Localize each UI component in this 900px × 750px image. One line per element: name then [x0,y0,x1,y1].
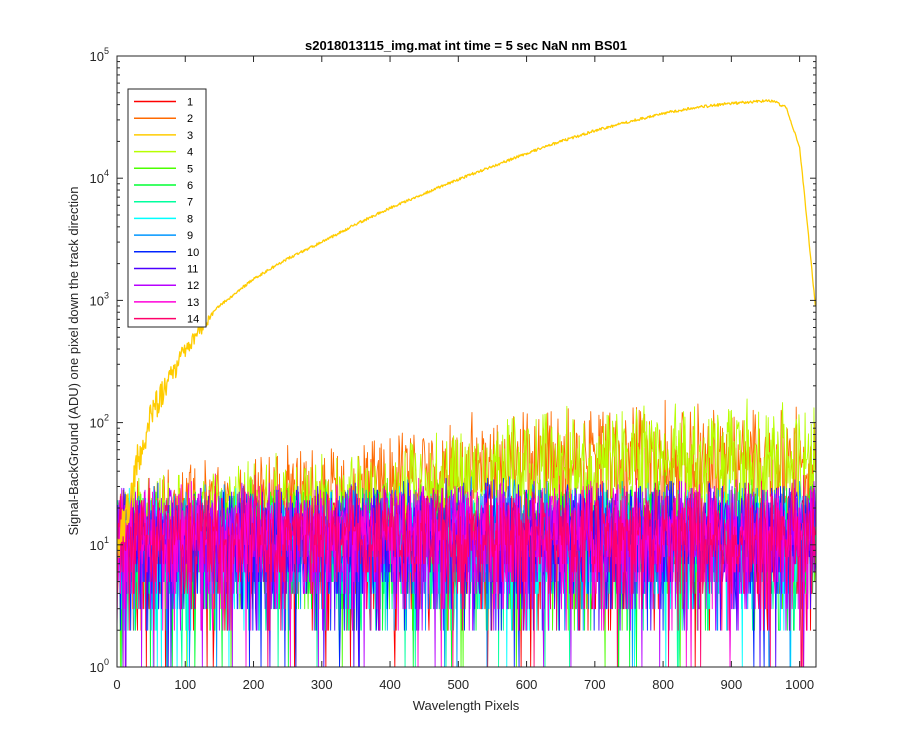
tick-layer: 0 100 200 300 400 500 600 700 800 900 100010010110… [90,46,816,692]
x-tick-label: 700 [584,677,606,692]
legend-item-14: 14 [134,314,199,326]
legend-item-5: 5 [134,163,193,175]
y-tick-label: 100 [90,657,109,675]
y-tick-label: 104 [90,168,109,186]
series-line-3 [117,99,816,559]
legend-label: 6 [187,180,193,192]
x-tick-label: 600 [516,677,538,692]
plot-box [116,55,817,668]
legend-label: 11 [187,264,198,276]
legend-item-10: 10 [134,247,199,259]
x-axis-label: Wavelength Pixels [413,698,520,713]
legend-box [127,88,207,328]
legend-item-8: 8 [134,213,193,225]
legend-label: 8 [187,213,193,225]
legend-item-9: 9 [134,230,193,242]
legend-label: 1 [187,97,193,109]
legend-label: 12 [187,280,199,292]
x-tick-label: 0 [113,677,120,692]
legend-label: 14 [187,314,199,326]
y-tick-label: 102 [90,413,109,431]
legend-item-13: 13 [134,297,199,309]
x-tick-label: 300 [311,677,333,692]
y-tick-label: 101 [90,535,109,553]
legend-label: 2 [187,113,193,125]
legend-item-11: 11 [134,264,198,276]
legend-item-3: 3 [134,130,193,142]
x-tick-label: 400 [379,677,401,692]
y-axis-label: Signal-BackGround (ADU) one pixel down t… [66,186,81,535]
legend-label: 5 [187,163,193,175]
x-tick-label: 900 [721,677,743,692]
legend-label: 7 [187,197,193,209]
x-tick-label: 500 [447,677,469,692]
legend-label: 10 [187,247,199,259]
x-tick-label: 800 [652,677,674,692]
legend-item-7: 7 [134,197,193,209]
legend-label: 9 [187,230,193,242]
legend-item-1: 1 [134,97,193,109]
x-tick-label: 200 [243,677,265,692]
series-line-14 [117,473,816,667]
x-tick-label: 100 [174,677,196,692]
series-layer [117,99,816,667]
legend-label: 4 [187,147,193,159]
legend-label: 13 [187,297,199,309]
y-tick-label: 105 [90,46,109,64]
y-tick-label: 103 [90,290,109,308]
legend-item-6: 6 [134,180,193,192]
chart-title: s2018013115_img.mat int time = 5 sec NaN… [305,38,627,53]
legend-label: 3 [187,130,193,142]
legend-item-4: 4 [134,147,193,159]
legend-item-12: 12 [134,280,199,292]
x-tick-label: 1000 [785,677,814,692]
legend-item-2: 2 [134,113,193,125]
